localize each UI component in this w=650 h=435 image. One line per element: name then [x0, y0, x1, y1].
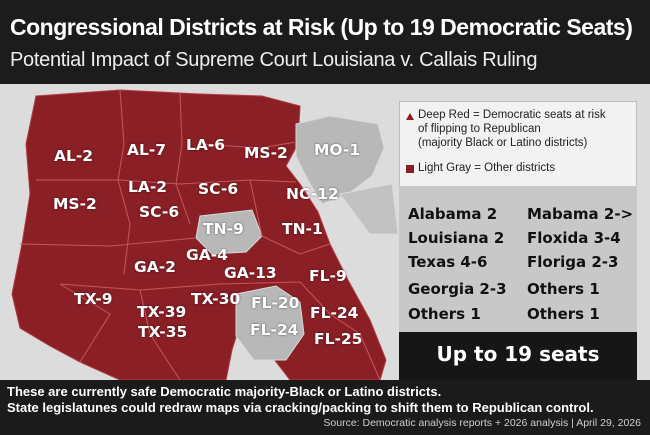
district-label: LA-6: [186, 136, 226, 154]
district-label: FL-20: [251, 294, 300, 312]
footer: These are currently safe Democratic majo…: [0, 380, 650, 435]
district-label: SC-6: [139, 203, 180, 221]
district-label: FL-9: [309, 267, 347, 285]
page-subtitle: Potential Impact of Supreme Court Louisi…: [10, 49, 538, 71]
stat-item: Texas 4-6: [408, 253, 488, 271]
district-label: TN-9: [203, 220, 244, 238]
legend-line: Deep Red = Democratic seats at risk: [418, 109, 606, 121]
stat-item: Others 1: [408, 305, 481, 323]
district-label: AL-7: [127, 141, 167, 159]
district-label: TX-30: [191, 290, 241, 308]
district-label: FL-24: [250, 321, 299, 339]
legend-line: of flipping to Republican: [418, 123, 541, 135]
stats-panel: Alabama 2 Louisiana 2 Texas 4-6 Georgia …: [399, 186, 637, 332]
district-label: FL-25: [314, 330, 363, 348]
district-label: NC-12: [286, 185, 339, 203]
district-label: GA-2: [134, 258, 176, 276]
stat-item: Floriga 2-3: [527, 253, 619, 271]
total-seats: Up to 19 seats: [436, 342, 600, 366]
district-label: SC-6: [198, 180, 239, 198]
legend-line: (majority Black or Latino districts): [418, 137, 588, 149]
district-label: TX-35: [138, 323, 188, 341]
legend-box: Deep Red = Democratic seats at risk of f…: [399, 101, 637, 187]
footer-note: State legislatunes could redraw maps via…: [7, 400, 594, 415]
district-label: TX-9: [74, 290, 113, 308]
footer-source: Source: Democratic analysis reports + 20…: [323, 417, 641, 429]
legend-line: Light Gray = Other districts: [418, 162, 556, 174]
district-label: MS-2: [244, 144, 288, 162]
total-box: Up to 19 seats: [399, 332, 637, 380]
district-label: LA-2: [128, 178, 168, 196]
district-label: FL-24: [310, 304, 359, 322]
district-label: TN-1: [282, 220, 323, 238]
stat-item: Georgia 2-3: [408, 280, 507, 298]
page-title: Congressional Districts at Risk (Up to 1…: [10, 14, 633, 40]
stat-item: Others 1: [527, 280, 600, 298]
other-region-east: [339, 183, 399, 235]
footer-note: These are currently safe Democratic majo…: [7, 384, 442, 399]
stat-item: Louisiana 2: [408, 229, 505, 247]
district-label: MS-2: [53, 195, 97, 213]
district-label: MO-1: [314, 141, 361, 159]
district-label: AL-2: [54, 147, 94, 165]
other-region-mo: [295, 115, 385, 205]
other-region-fl: [235, 285, 305, 361]
stat-item: Mabama 2->: [527, 205, 634, 223]
stat-item: Others 1: [527, 305, 600, 323]
district-label: GA-4: [186, 246, 228, 264]
header: Congressional Districts at Risk (Up to 1…: [0, 0, 650, 84]
triangle-icon: [406, 113, 414, 120]
district-label: TX-39: [137, 303, 187, 321]
stat-item: Floxida 3-4: [527, 229, 621, 247]
district-borders: [19, 89, 381, 380]
stat-item: Alabama 2: [408, 205, 498, 223]
district-label: GA-13: [224, 264, 277, 282]
square-icon: [406, 165, 414, 173]
